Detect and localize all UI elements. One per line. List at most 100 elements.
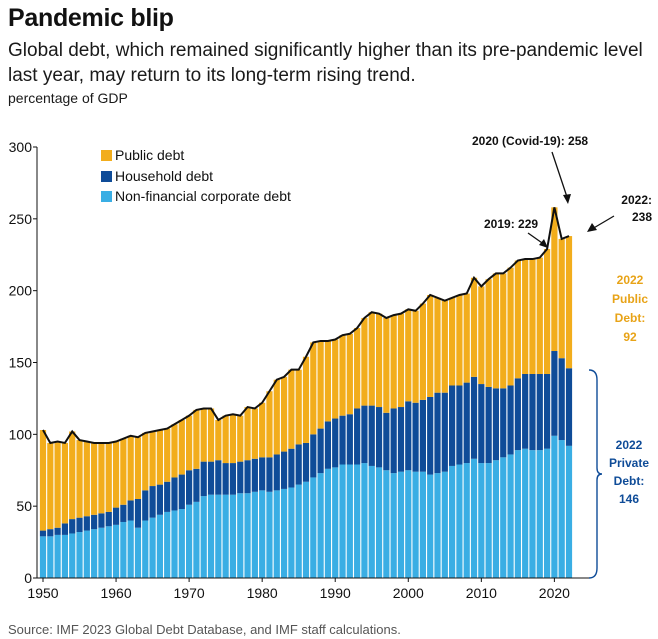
bar-corporate-1971 — [193, 501, 200, 578]
bar-public-2011 — [485, 279, 492, 387]
bar-public-1999 — [397, 313, 405, 408]
bar-corporate-2022 — [565, 445, 573, 578]
bar-corporate-1996 — [375, 467, 383, 578]
bar-household-2004 — [434, 392, 441, 474]
legend-label-corporate: Non-financial corporate debt — [115, 188, 291, 204]
bar-corporate-1954 — [69, 533, 76, 578]
bar-corporate-2014 — [507, 454, 514, 578]
legend-swatch-corporate — [101, 191, 112, 202]
bar-public-2006 — [449, 297, 456, 386]
bar-household-1979 — [251, 458, 258, 492]
bar-corporate-2017 — [529, 450, 536, 578]
bar-public-2007 — [456, 294, 463, 386]
bar-public-1951 — [47, 442, 54, 530]
bar-household-1971 — [193, 468, 200, 502]
bar-corporate-1951 — [47, 536, 54, 578]
bar-household-1975 — [222, 463, 229, 495]
bar-corporate-1986 — [302, 481, 310, 578]
bar-corporate-1984 — [288, 487, 295, 578]
bar-household-1990 — [332, 418, 339, 468]
bar-corporate-1991 — [339, 464, 346, 578]
bar-household-2016 — [522, 373, 529, 449]
public-label-line1: 2022 — [617, 273, 644, 287]
bar-household-1988 — [317, 428, 324, 474]
bar-household-1977 — [237, 461, 244, 494]
bar-corporate-1995 — [368, 465, 375, 578]
bar-corporate-1957 — [91, 529, 98, 578]
bar-public-2002 — [419, 303, 426, 400]
bar-household-1987 — [310, 434, 317, 478]
bar-corporate-1952 — [54, 534, 61, 578]
bar-public-1990 — [332, 339, 339, 419]
bar-public-1950 — [39, 430, 47, 531]
bar-household-2017 — [529, 373, 536, 451]
bar-household-2012 — [492, 388, 500, 461]
bar-public-1979 — [251, 408, 258, 459]
bar-household-2006 — [449, 385, 456, 466]
bar-corporate-2019 — [543, 448, 551, 578]
bar-corporate-1963 — [134, 527, 142, 578]
bar-household-1951 — [47, 529, 54, 537]
bar-household-1985 — [295, 444, 302, 485]
x-tick-label-2000: 2000 — [393, 585, 424, 601]
bar-corporate-2021 — [558, 440, 565, 578]
bar-corporate-1999 — [397, 471, 405, 578]
bar-public-1957 — [91, 442, 98, 515]
total-debt-line — [42, 207, 570, 445]
bar-household-2008 — [463, 382, 470, 464]
bar-corporate-2018 — [536, 450, 543, 578]
bar-corporate-1958 — [98, 527, 105, 578]
bar-household-1965 — [149, 486, 156, 518]
bar-household-2021 — [558, 358, 565, 441]
bar-public-2017 — [529, 259, 536, 374]
bar-public-2020 — [551, 207, 558, 352]
x-tick-label-1970: 1970 — [174, 585, 205, 601]
bar-household-1962 — [127, 500, 134, 521]
bar-corporate-2013 — [500, 457, 507, 578]
bar-public-2004 — [434, 297, 441, 393]
bar-public-1958 — [98, 442, 105, 514]
annotation-2022-line2: 238 — [632, 210, 652, 224]
bar-corporate-1988 — [317, 473, 324, 578]
bar-public-1995 — [368, 312, 375, 406]
bar-household-1955 — [76, 517, 83, 533]
bar-corporate-1973 — [207, 494, 215, 578]
bar-corporate-1955 — [76, 532, 83, 578]
bar-household-1968 — [171, 477, 178, 511]
bar-corporate-1992 — [346, 464, 353, 578]
bar-public-1953 — [61, 442, 69, 524]
y-tick-label-200: 200 — [9, 283, 33, 299]
bar-household-1991 — [339, 415, 346, 465]
public-label-line4: 92 — [623, 330, 637, 344]
private-label-line4: 146 — [619, 492, 639, 506]
bar-household-1992 — [346, 414, 353, 465]
bar-household-1973 — [207, 461, 215, 495]
bar-corporate-1969 — [178, 509, 185, 578]
bar-corporate-1983 — [280, 488, 288, 578]
bar-public-1968 — [171, 424, 178, 478]
bar-household-2005 — [441, 392, 448, 472]
bar-household-1957 — [91, 514, 98, 530]
bar-public-2001 — [412, 310, 419, 403]
bar-corporate-1972 — [200, 496, 207, 578]
bar-corporate-2010 — [478, 463, 485, 578]
bar-corporate-2002 — [419, 471, 426, 578]
bar-corporate-1977 — [237, 493, 244, 578]
bar-public-2003 — [427, 294, 434, 397]
y-tick-label-300: 300 — [9, 139, 33, 155]
x-tick-label-1980: 1980 — [247, 585, 278, 601]
bar-household-1956 — [83, 516, 90, 531]
public-debt-label: 2022 Public Debt: 92 — [612, 273, 648, 344]
private-debt-brace — [588, 369, 603, 579]
x-tick-label-2020: 2020 — [539, 585, 570, 601]
bar-household-1972 — [200, 461, 207, 497]
bar-public-2009 — [470, 277, 478, 377]
bar-public-1974 — [215, 419, 222, 461]
annotation-covid-arrowhead — [563, 194, 571, 204]
private-label-line3: Debt: — [614, 474, 645, 488]
bar-corporate-2001 — [412, 471, 419, 578]
bar-public-1976 — [229, 414, 237, 464]
annotation-2019: 2019: 229 — [484, 217, 538, 231]
bar-corporate-1997 — [383, 470, 390, 578]
annotation-2022-line1: 2022: — [621, 193, 652, 207]
